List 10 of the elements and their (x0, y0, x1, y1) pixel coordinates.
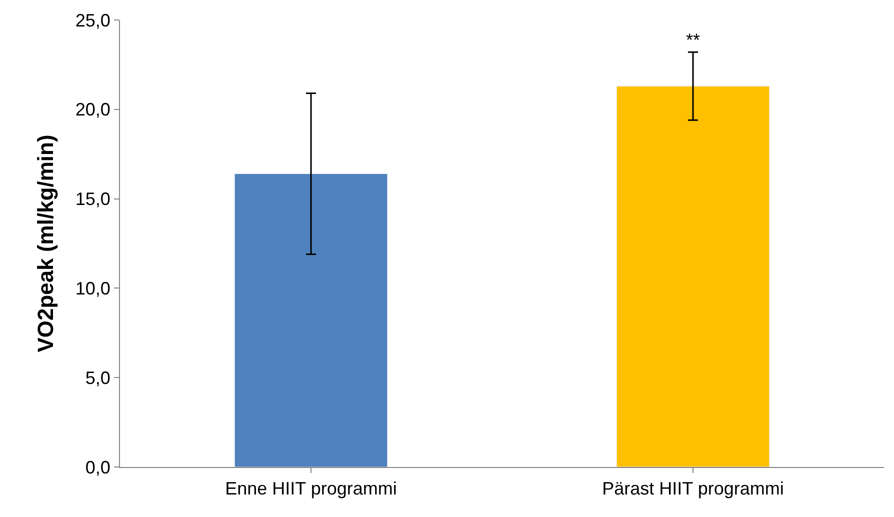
y-tick-label: 15,0 (75, 189, 110, 210)
y-tick-label: 5,0 (85, 368, 110, 388)
y-tick-label: 0,0 (85, 457, 110, 478)
y-tick-label: 25,0 (75, 10, 110, 30)
y-axis-title: VO2peak (ml/kg/min) (33, 134, 58, 352)
x-tick-label: Enne HIIT programmi (225, 478, 397, 499)
y-tick-label: 10,0 (75, 278, 110, 298)
y-tick-label: 20,0 (75, 100, 110, 120)
x-tick-label: Pärast HIIT programmi (602, 478, 784, 499)
annotation: ** (686, 30, 700, 50)
